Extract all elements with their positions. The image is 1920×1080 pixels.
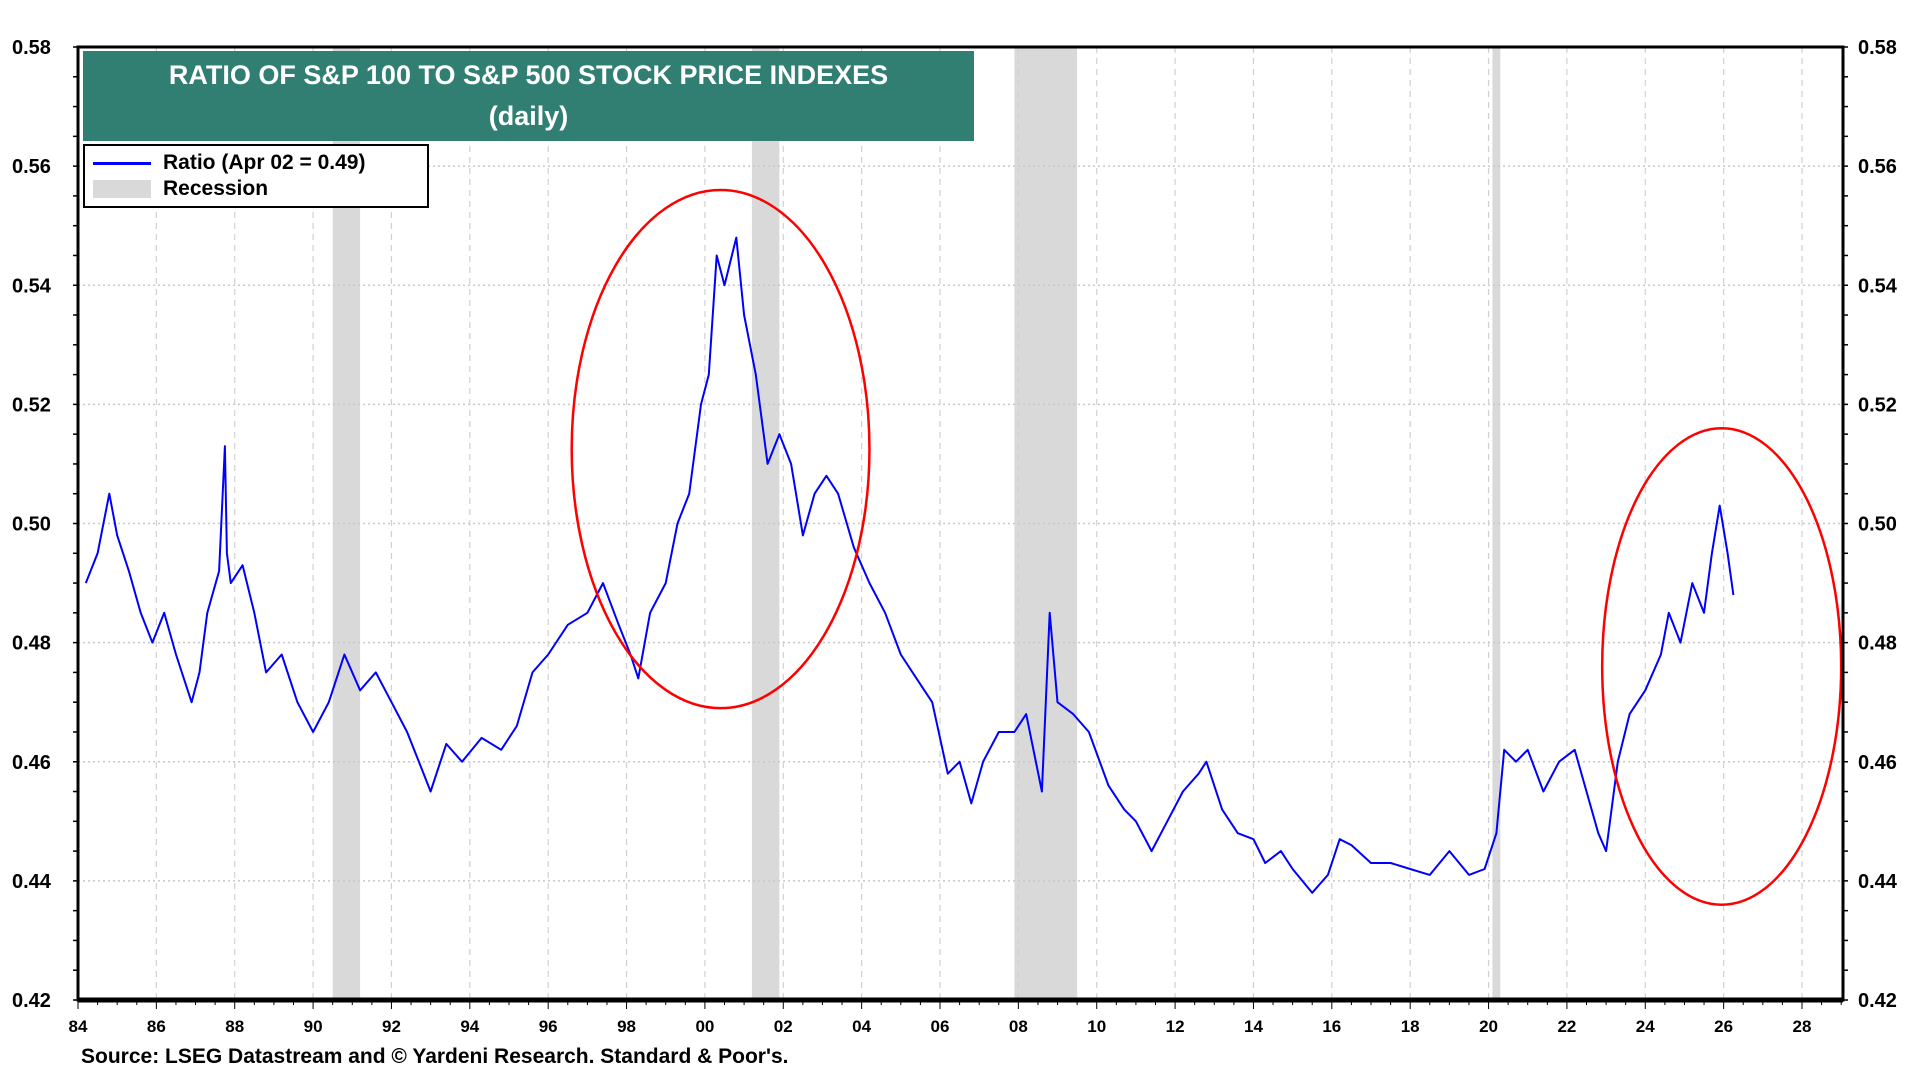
x-tick-label: 18: [1401, 1017, 1420, 1036]
x-tick-label: 12: [1166, 1017, 1185, 1036]
y-tick-label-right: 0.52: [1858, 394, 1897, 416]
y-tick-label-right: 0.54: [1858, 275, 1898, 297]
y-tick-label-right: 0.58: [1858, 37, 1897, 59]
x-tick-label: 16: [1322, 1017, 1341, 1036]
chart-title-box: RATIO OF S&P 100 TO S&P 500 STOCK PRICE …: [83, 51, 974, 141]
highlight-ellipse: [1600, 426, 1843, 906]
x-tick-label: 02: [774, 1017, 793, 1036]
y-tick-label-left: 0.42: [12, 990, 51, 1012]
x-tick-label: 88: [225, 1017, 244, 1036]
y-tick-label-left: 0.50: [12, 514, 51, 536]
y-tick-label-right: 0.46: [1858, 752, 1897, 774]
source-note: Source: LSEG Datastream and © Yardeni Re…: [81, 1045, 789, 1068]
ratio-line: [84, 236, 1735, 894]
y-tick-label-right: 0.56: [1858, 156, 1897, 178]
legend-item-recession: Recession: [93, 177, 268, 201]
y-tick-label-right: 0.48: [1858, 633, 1897, 655]
y-tick-label-left: 0.52: [12, 394, 51, 416]
legend-recession-swatch: [93, 180, 151, 198]
x-tick-label: 14: [1244, 1017, 1263, 1036]
x-tick-label: 86: [147, 1017, 166, 1036]
legend-item-ratio: Ratio (Apr 02 = 0.49): [93, 151, 365, 175]
y-tick-label-right: 0.50: [1858, 514, 1897, 536]
x-tick-label: 28: [1793, 1017, 1812, 1036]
x-tick-label: 10: [1087, 1017, 1106, 1036]
x-tick-label: 92: [382, 1017, 401, 1036]
x-tick-label: 20: [1479, 1017, 1498, 1036]
x-tick-label: 04: [852, 1017, 871, 1036]
x-tick-label: 96: [539, 1017, 558, 1036]
legend-label-recession: Recession: [163, 177, 269, 200]
x-tick-label: 98: [617, 1017, 636, 1036]
x-tick-label: 94: [460, 1017, 479, 1036]
legend-label-ratio: Ratio (Apr 02 = 0.49): [163, 151, 366, 174]
recession-band: [1492, 47, 1501, 1000]
x-tick-label: 22: [1557, 1017, 1576, 1036]
legend-line-swatch: [93, 161, 151, 165]
recession-band: [751, 47, 780, 1000]
y-tick-label-right: 0.44: [1858, 871, 1898, 893]
x-tick-label: 26: [1714, 1017, 1733, 1036]
y-tick-label-left: 0.58: [12, 37, 51, 59]
x-tick-label: 06: [931, 1017, 950, 1036]
x-tick-label: 90: [304, 1017, 323, 1036]
chart-title: RATIO OF S&P 100 TO S&P 500 STOCK PRICE …: [168, 60, 889, 90]
legend: Ratio (Apr 02 = 0.49) Recession: [83, 144, 429, 208]
y-tick-label-left: 0.48: [12, 633, 51, 655]
y-tick-label-left: 0.56: [12, 156, 51, 178]
y-tick-label-left: 0.54: [12, 275, 52, 297]
x-tick-label: 08: [1009, 1017, 1028, 1036]
y-tick-label-right: 0.42: [1858, 990, 1897, 1012]
y-tick-label-left: 0.46: [12, 752, 51, 774]
y-tick-label-left: 0.44: [12, 871, 52, 893]
highlight-ellipse: [570, 188, 871, 710]
x-tick-label: 84: [69, 1017, 88, 1036]
chart-subtitle: (daily): [488, 101, 569, 131]
x-tick-label: 24: [1636, 1017, 1655, 1036]
x-tick-label: 00: [695, 1017, 714, 1036]
